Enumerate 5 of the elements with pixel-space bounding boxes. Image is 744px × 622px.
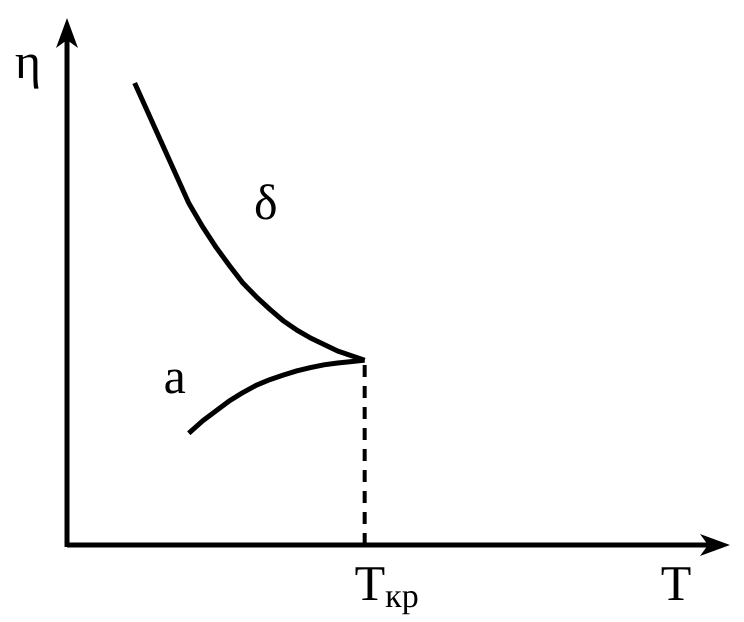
- y-axis-title: η: [14, 33, 42, 89]
- text: T$_{кр}$: [354, 555, 419, 615]
- series-label: a: [164, 348, 186, 404]
- x-axis-title: T: [660, 555, 692, 611]
- series-label: δ: [254, 174, 278, 230]
